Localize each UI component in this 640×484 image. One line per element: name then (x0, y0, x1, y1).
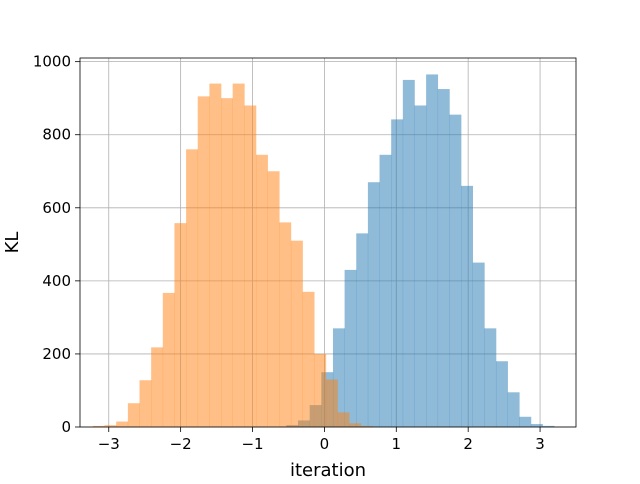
y-tick-label: 400 (42, 272, 71, 290)
histogram-bar-series-1 (402, 79, 415, 428)
histogram-bar-series-2 (116, 421, 129, 427)
histogram-bar-series-1 (484, 328, 497, 427)
y-axis-label: KL (2, 232, 23, 254)
histogram-bar-series-2 (174, 223, 187, 427)
histogram-bar-series-2 (360, 425, 373, 427)
histogram-bar-series-1 (530, 424, 543, 427)
histogram-bar-series-2 (127, 403, 140, 427)
histogram-bar-series-2 (290, 240, 303, 427)
y-tick-label: 200 (42, 345, 71, 363)
histogram-bar-series-1 (461, 185, 474, 427)
histogram-bar-series-2 (232, 83, 245, 428)
x-tick-label: −2 (170, 435, 192, 453)
histogram-bar-series-2 (325, 379, 338, 427)
histogram-bar-series-2 (186, 149, 199, 427)
histogram-bar-series-2 (197, 96, 210, 427)
histogram-bar-series-1 (414, 105, 427, 427)
histogram-bar-series-2 (162, 292, 175, 427)
x-tick-label: 2 (463, 435, 473, 453)
y-tick-label: 600 (42, 199, 71, 217)
histogram-bar-series-1 (367, 182, 380, 427)
histogram-bar-series-1 (437, 89, 450, 428)
x-tick-label: −3 (98, 435, 120, 453)
histogram-bar-series-1 (426, 74, 439, 427)
histogram-bar-series-2 (337, 412, 350, 427)
histogram-bar-series-1 (542, 425, 555, 427)
histogram-bar-series-1 (449, 114, 462, 427)
x-tick-label: 1 (392, 435, 402, 453)
histogram-bar-series-2 (209, 83, 222, 428)
histogram-bar-series-2 (244, 105, 257, 427)
histogram-bar-series-1 (495, 361, 508, 427)
histogram-bar-series-2 (139, 380, 152, 427)
histogram-bar-series-2 (221, 98, 233, 428)
histogram-bar-series-2 (104, 425, 117, 427)
histogram-bar-series-1 (344, 269, 357, 427)
y-tick-label: 0 (61, 418, 71, 436)
histogram-bar-series-2 (255, 154, 268, 427)
x-tick-label: 0 (320, 435, 330, 453)
x-tick-label: 3 (535, 435, 545, 453)
histogram-bar-series-2 (314, 353, 327, 427)
ticks-layer: −3 −2 −1 0 1 2 3 0 200 400 600 800 1000 (33, 53, 545, 453)
plot-frame (79, 57, 577, 428)
y-tick-label: 1000 (33, 53, 71, 71)
histogram-bar-series-1 (507, 392, 520, 427)
x-axis-label: iteration (290, 460, 366, 480)
histogram-bar-series-2 (279, 222, 292, 427)
histogram-bar-series-2 (151, 347, 164, 427)
histogram-bar-series-1 (332, 328, 345, 427)
y-tick-label: 800 (42, 126, 71, 144)
histogram-bar-series-1 (519, 416, 532, 427)
x-tick-label: −1 (241, 435, 263, 453)
histogram-bar-series-2 (349, 423, 362, 427)
histogram-bar-series-1 (472, 262, 485, 427)
bars-layer (92, 74, 555, 428)
histogram-bar-series-2 (302, 291, 315, 427)
histogram-bar-series-1 (356, 233, 369, 427)
histogram-bar-series-1 (379, 154, 392, 427)
histogram-bar-series-1 (391, 119, 404, 427)
histogram-bar-series-2 (267, 171, 280, 427)
histogram-bar-series-2 (92, 425, 105, 427)
